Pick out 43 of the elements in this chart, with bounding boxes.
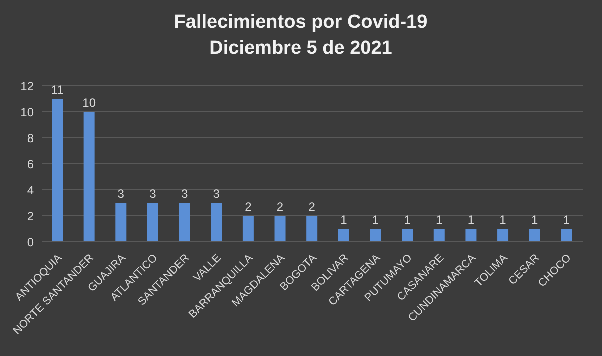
bar (84, 112, 95, 242)
data-label: 1 (468, 213, 475, 227)
y-tick-label: 8 (27, 131, 34, 146)
data-label: 1 (340, 213, 348, 227)
data-label: 1 (372, 213, 380, 227)
bar (179, 203, 190, 242)
bar (498, 229, 509, 242)
bar (434, 229, 445, 242)
data-label: 1 (436, 213, 444, 227)
bar (52, 99, 63, 242)
chart-title: Fallecimientos por Covid-19 (173, 11, 429, 35)
bar (402, 229, 414, 242)
bar (466, 229, 477, 242)
data-label: 1 (500, 213, 507, 227)
bar (338, 229, 350, 242)
bar (147, 203, 158, 242)
data-label: 3 (150, 187, 157, 201)
data-label: 2 (308, 200, 316, 214)
bar (370, 229, 382, 242)
data-label: 3 (181, 187, 188, 201)
y-tick-label: 10 (20, 105, 34, 120)
data-label: 3 (213, 187, 220, 201)
bar (211, 203, 222, 242)
chart-subtitle: Diciembre 5 de 2021 (208, 37, 394, 61)
data-label: 3 (118, 187, 125, 201)
bar (116, 203, 127, 242)
bar (561, 229, 572, 242)
bar (242, 216, 254, 242)
data-label: 1 (532, 213, 539, 227)
data-label: 11 (51, 83, 64, 97)
data-label: 1 (404, 213, 412, 227)
data-label: 2 (245, 200, 252, 214)
y-tick-label: 6 (27, 157, 34, 172)
data-label: 1 (563, 213, 570, 227)
y-tick-label: 12 (20, 79, 34, 94)
bar (306, 216, 318, 242)
y-tick-label: 2 (27, 209, 34, 224)
y-tick-label: 0 (27, 235, 34, 250)
data-label: 10 (82, 96, 96, 110)
bar (529, 229, 540, 242)
y-tick-label: 4 (27, 183, 34, 198)
data-label: 2 (276, 200, 284, 214)
bar (274, 216, 286, 242)
